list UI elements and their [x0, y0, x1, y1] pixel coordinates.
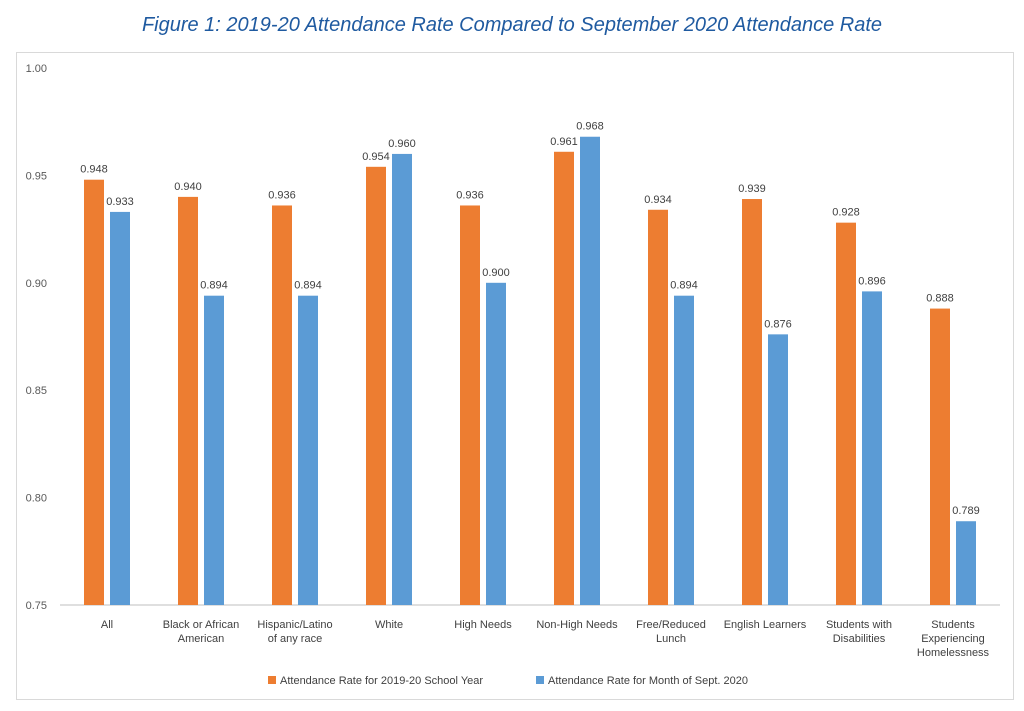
- data-label: 0.888: [926, 293, 954, 305]
- data-label: 0.936: [456, 189, 484, 201]
- data-label: 0.960: [388, 138, 416, 150]
- y-tick-label: 0.85: [26, 385, 47, 397]
- bar: [298, 295, 318, 605]
- bar: [84, 179, 104, 606]
- category-label: High Needs: [454, 619, 512, 631]
- category-label: Hispanic/Latino of any race: [257, 619, 332, 645]
- bar: [272, 205, 292, 606]
- data-label: 0.961: [550, 136, 578, 148]
- bar: [392, 153, 412, 606]
- bar: [204, 295, 224, 605]
- data-label: 0.954: [362, 151, 390, 163]
- data-label: 0.894: [294, 280, 322, 292]
- bar: [836, 222, 856, 605]
- bar: [460, 205, 480, 606]
- bar: [580, 136, 600, 605]
- category-label: Students Experiencing Homelessness: [917, 619, 990, 659]
- figure-title: Figure 1: 2019-20 Attendance Rate Compar…: [141, 14, 883, 36]
- data-label: 0.894: [670, 280, 698, 292]
- legend-swatch: [536, 676, 544, 684]
- bar: [742, 199, 762, 605]
- data-label: 0.936: [268, 189, 296, 201]
- data-label: 0.894: [200, 280, 228, 292]
- y-tick-label: 0.80: [26, 493, 47, 505]
- category-label: English Learners: [724, 619, 807, 631]
- category-label: Students with Disabilities: [826, 619, 892, 645]
- y-tick-label: 1.00: [26, 63, 47, 75]
- category-label: Free/Reduced Lunch: [636, 619, 706, 645]
- category-label: Non-High Needs: [536, 619, 618, 631]
- data-label: 0.934: [644, 194, 672, 206]
- legend-label: Attendance Rate for Month of Sept. 2020: [548, 675, 748, 687]
- category-label: Black or African American: [163, 619, 239, 645]
- bar: [930, 308, 950, 605]
- y-tick-label: 0.90: [26, 278, 47, 290]
- bar: [956, 521, 976, 605]
- data-label: 0.968: [576, 121, 604, 133]
- bar: [554, 151, 574, 605]
- category-label: White: [375, 619, 403, 631]
- category-label: All: [101, 619, 113, 631]
- data-label: 0.928: [832, 207, 860, 219]
- bar: [486, 282, 506, 605]
- bar: [674, 295, 694, 605]
- data-label: 0.948: [80, 164, 108, 176]
- data-label: 0.896: [858, 275, 886, 287]
- chart-area: [16, 52, 1014, 700]
- legend-label: Attendance Rate for 2019-20 School Year: [280, 675, 483, 687]
- bar: [862, 291, 882, 605]
- bar: [768, 334, 788, 605]
- data-label: 0.789: [952, 505, 980, 517]
- y-tick-label: 0.75: [26, 600, 47, 612]
- bar: [648, 209, 668, 605]
- data-label: 0.939: [738, 183, 766, 195]
- data-label: 0.940: [174, 181, 202, 193]
- data-label: 0.900: [482, 267, 510, 279]
- y-tick-label: 0.95: [26, 170, 47, 182]
- data-label: 0.876: [764, 318, 792, 330]
- bar: [178, 196, 198, 605]
- bar: [110, 211, 130, 605]
- bar: [366, 166, 386, 606]
- legend-swatch: [268, 676, 276, 684]
- data-label: 0.933: [106, 196, 134, 208]
